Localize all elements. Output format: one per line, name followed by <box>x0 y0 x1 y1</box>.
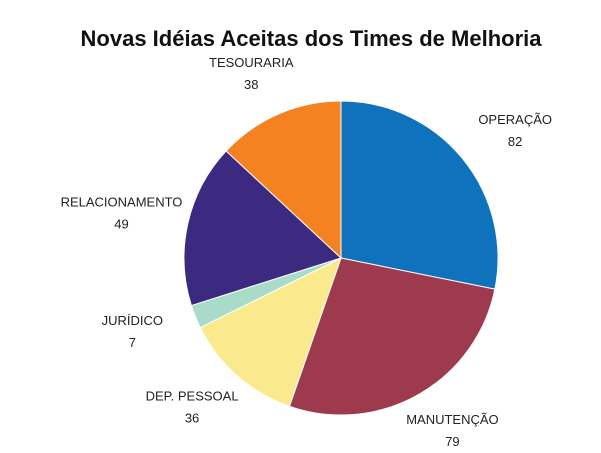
slice-value: 79 <box>445 434 459 449</box>
pie-slice <box>183 150 342 307</box>
pie-slice <box>288 257 496 416</box>
slice-label: OPERAÇÃO <box>478 112 552 127</box>
pie-slice <box>340 100 499 290</box>
slice-value: 82 <box>508 134 522 149</box>
slice-value: 36 <box>185 410 199 425</box>
slice-label: MANUTENÇÃO <box>406 412 498 427</box>
pie-slice <box>199 257 342 407</box>
slice-label: JURÍDICO <box>102 313 163 328</box>
slice-label: DEP. PESSOAL <box>146 388 239 403</box>
slice-value: 38 <box>244 77 258 92</box>
slice-label: RELACIONAMENTO <box>61 195 183 210</box>
slice-value: 7 <box>129 335 136 350</box>
chart-title: Novas Idéias Aceitas dos Times de Melhor… <box>81 26 543 51</box>
slice-label: TESOURARIA <box>209 55 294 70</box>
pie-slice <box>225 100 342 260</box>
slice-value: 49 <box>114 217 128 232</box>
